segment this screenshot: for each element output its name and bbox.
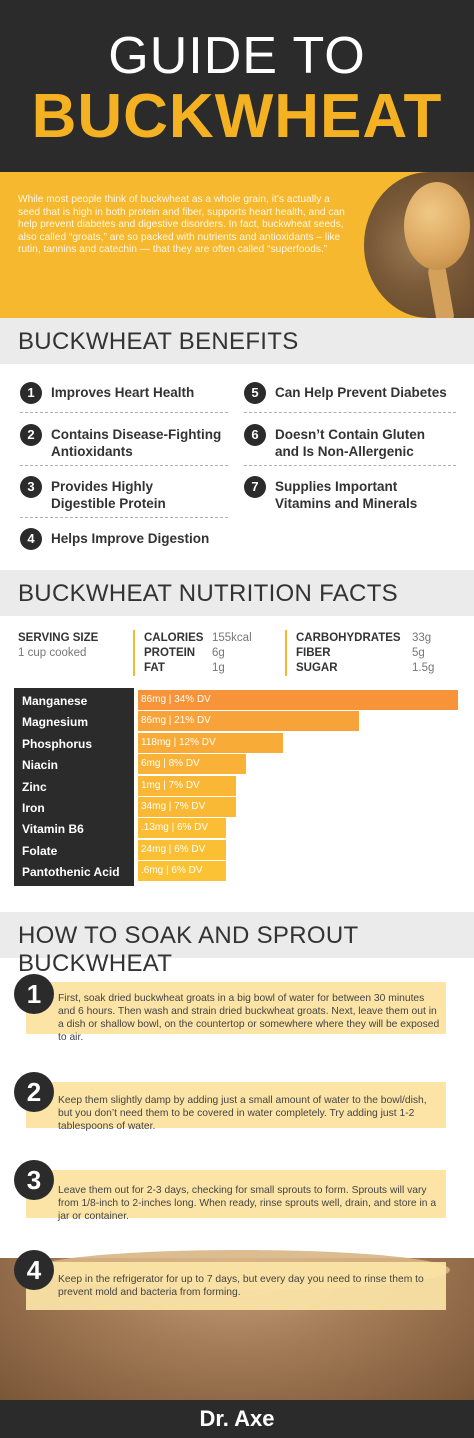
- intro-text: While most people think of buckwheat as …: [18, 194, 345, 256]
- nutrition-heading-bar: BUCKWHEAT NUTRITION FACTS: [0, 570, 474, 616]
- mineral-value-label: 86mg | 21% DV: [141, 715, 211, 727]
- fact-value: 6g: [212, 647, 225, 659]
- mineral-bar: [138, 754, 246, 775]
- mineral-value-label: 6mg | 8% DV: [141, 758, 200, 770]
- nutrition-heading: BUCKWHEAT NUTRITION FACTS: [18, 580, 398, 607]
- mineral-bar: [138, 690, 458, 710]
- divider: [244, 465, 456, 466]
- fact-value: 5g: [412, 647, 425, 659]
- step-number: 4: [14, 1250, 54, 1290]
- benefit-item: 2 Contains Disease-Fighting Antioxidants: [20, 424, 232, 460]
- fact-label: SUGAR: [296, 662, 338, 674]
- brand-footer: Dr. Axe: [0, 1400, 474, 1438]
- benefit-label: Contains Disease-Fighting Antioxidants: [51, 427, 222, 459]
- divider: [133, 630, 135, 676]
- step-number: 3: [14, 1160, 54, 1200]
- step-number: 2: [14, 1072, 54, 1112]
- divider: [20, 465, 228, 466]
- benefit-number: 7: [244, 476, 266, 498]
- mineral-label-column: Manganese Magnesium Phosphorus Niacin Zinc Ir…: [14, 688, 134, 886]
- fact-value: 155kcal: [212, 632, 252, 644]
- fact-label: PROTEIN: [144, 647, 196, 659]
- fact-label: FAT: [144, 662, 165, 674]
- sprout-heading-bar: HOW TO SOAK AND SPROUT BUCKWHEAT: [0, 912, 474, 977]
- benefit-item: 1 Improves Heart Health: [20, 382, 230, 404]
- mineral-name: Zinc: [22, 779, 47, 794]
- sprout-heading: HOW TO SOAK AND SPROUT BUCKWHEAT: [18, 922, 358, 977]
- wooden-spoon-image: [404, 182, 470, 270]
- benefit-item: 4 Helps Improve Digestion: [20, 528, 230, 550]
- fact-label: CALORIES: [144, 632, 204, 644]
- mineral-bar: [138, 839, 226, 860]
- mineral-bar: [138, 775, 236, 796]
- mineral-value-label: 34mg | 7% DV: [141, 801, 206, 812]
- divider: [285, 630, 287, 676]
- mineral-value-label: 24mg | 6% DV: [141, 843, 206, 855]
- fact-value: 1g: [212, 662, 225, 674]
- benefits-heading-bar: BUCKWHEAT BENEFITS: [0, 318, 474, 364]
- benefit-label: Helps Improve Digestion: [51, 531, 210, 546]
- benefit-label: Provides Highly Digestible Protein: [51, 479, 166, 511]
- fact-label: CARBOHYDRATES: [296, 632, 401, 644]
- mineral-value-label: 118mg | 12% DV: [141, 736, 216, 748]
- benefit-number: 3: [20, 476, 42, 498]
- fact-value: 1.5g: [412, 662, 435, 674]
- mineral-name: Niacin: [22, 758, 59, 773]
- mineral-value-label: 1mg | 7% DV: [141, 779, 200, 791]
- benefit-item: 6 Doesn’t Contain Gluten and Is Non-Alle…: [244, 424, 444, 460]
- mineral-value-label: .6mg | 6% DV: [141, 865, 203, 877]
- mineral-value-label: .13mg | 6% DV: [141, 822, 209, 834]
- mineral-bar: [138, 818, 226, 839]
- step-text: Keep them slightly damp by adding just a…: [58, 1095, 427, 1132]
- step-box: [26, 1170, 446, 1218]
- brand-logo: Dr. Axe: [199, 1406, 275, 1431]
- benefit-number: 2: [20, 424, 42, 446]
- title-banner: GUIDE TO BUCKWHEAT: [0, 0, 474, 172]
- fact-value: 33g: [412, 632, 432, 644]
- nutrition-summary: SERVING SIZE 1 cup cooked CALORIES 155kc…: [0, 626, 474, 684]
- intro-panel: While most people think of buckwheat as …: [0, 172, 474, 318]
- mineral-bar: [138, 797, 236, 817]
- mineral-name: Folate: [22, 843, 58, 858]
- mineral-bar: [138, 861, 226, 882]
- benefit-number: 1: [20, 382, 42, 404]
- mineral-name: Pantothenic Acid: [22, 865, 120, 880]
- mineral-value-label: 86mg | 34% DV: [141, 694, 211, 705]
- divider: [20, 412, 228, 413]
- mineral-name: Vitamin B6: [22, 822, 84, 837]
- mineral-name: Phosphorus: [22, 736, 93, 751]
- step-box: [26, 982, 446, 1034]
- benefit-item: 3 Provides Highly Digestible Protein: [20, 476, 220, 512]
- mineral-bar: [138, 711, 359, 732]
- benefit-item: 5 Can Help Prevent Diabetes: [244, 382, 466, 404]
- divider: [20, 517, 228, 518]
- step-box: [26, 1262, 446, 1310]
- benefit-label: Supplies Important Vitamins and Minerals: [275, 479, 418, 511]
- step-number: 1: [14, 974, 54, 1014]
- serving-size-value: 1 cup cooked: [18, 647, 87, 659]
- mineral-name: Iron: [22, 801, 45, 815]
- benefit-label: Can Help Prevent Diabetes: [275, 385, 447, 400]
- title-line-2: BUCKWHEAT: [31, 82, 443, 151]
- fact-label: FIBER: [296, 647, 331, 659]
- mineral-bar-chart: Manganese Magnesium Phosphorus Niacin Zinc Ir…: [14, 688, 460, 886]
- step-box: [26, 1082, 446, 1128]
- benefit-item: 7 Supplies Important Vitamins and Minera…: [244, 476, 444, 512]
- benefit-number: 5: [244, 382, 266, 404]
- mineral-bar: [138, 732, 283, 753]
- mineral-name: Manganese: [22, 694, 88, 708]
- benefit-label: Improves Heart Health: [51, 385, 195, 400]
- benefits-heading: BUCKWHEAT BENEFITS: [18, 328, 299, 355]
- title-line-1: GUIDE TO: [108, 27, 366, 85]
- step-text: First, soak dried buckwheat groats in a …: [58, 993, 440, 1043]
- step-text: Leave them out for 2-3 days, checking fo…: [58, 1185, 437, 1222]
- step-text: Keep in the refrigerator for up to 7 day…: [58, 1274, 424, 1298]
- divider: [244, 412, 456, 413]
- serving-size-label: SERVING SIZE: [18, 632, 99, 644]
- mineral-name: Magnesium: [22, 715, 89, 730]
- benefit-label: Doesn’t Contain Gluten and Is Non-Allerg…: [275, 427, 425, 459]
- benefit-number: 6: [244, 424, 266, 446]
- benefit-number: 4: [20, 528, 42, 550]
